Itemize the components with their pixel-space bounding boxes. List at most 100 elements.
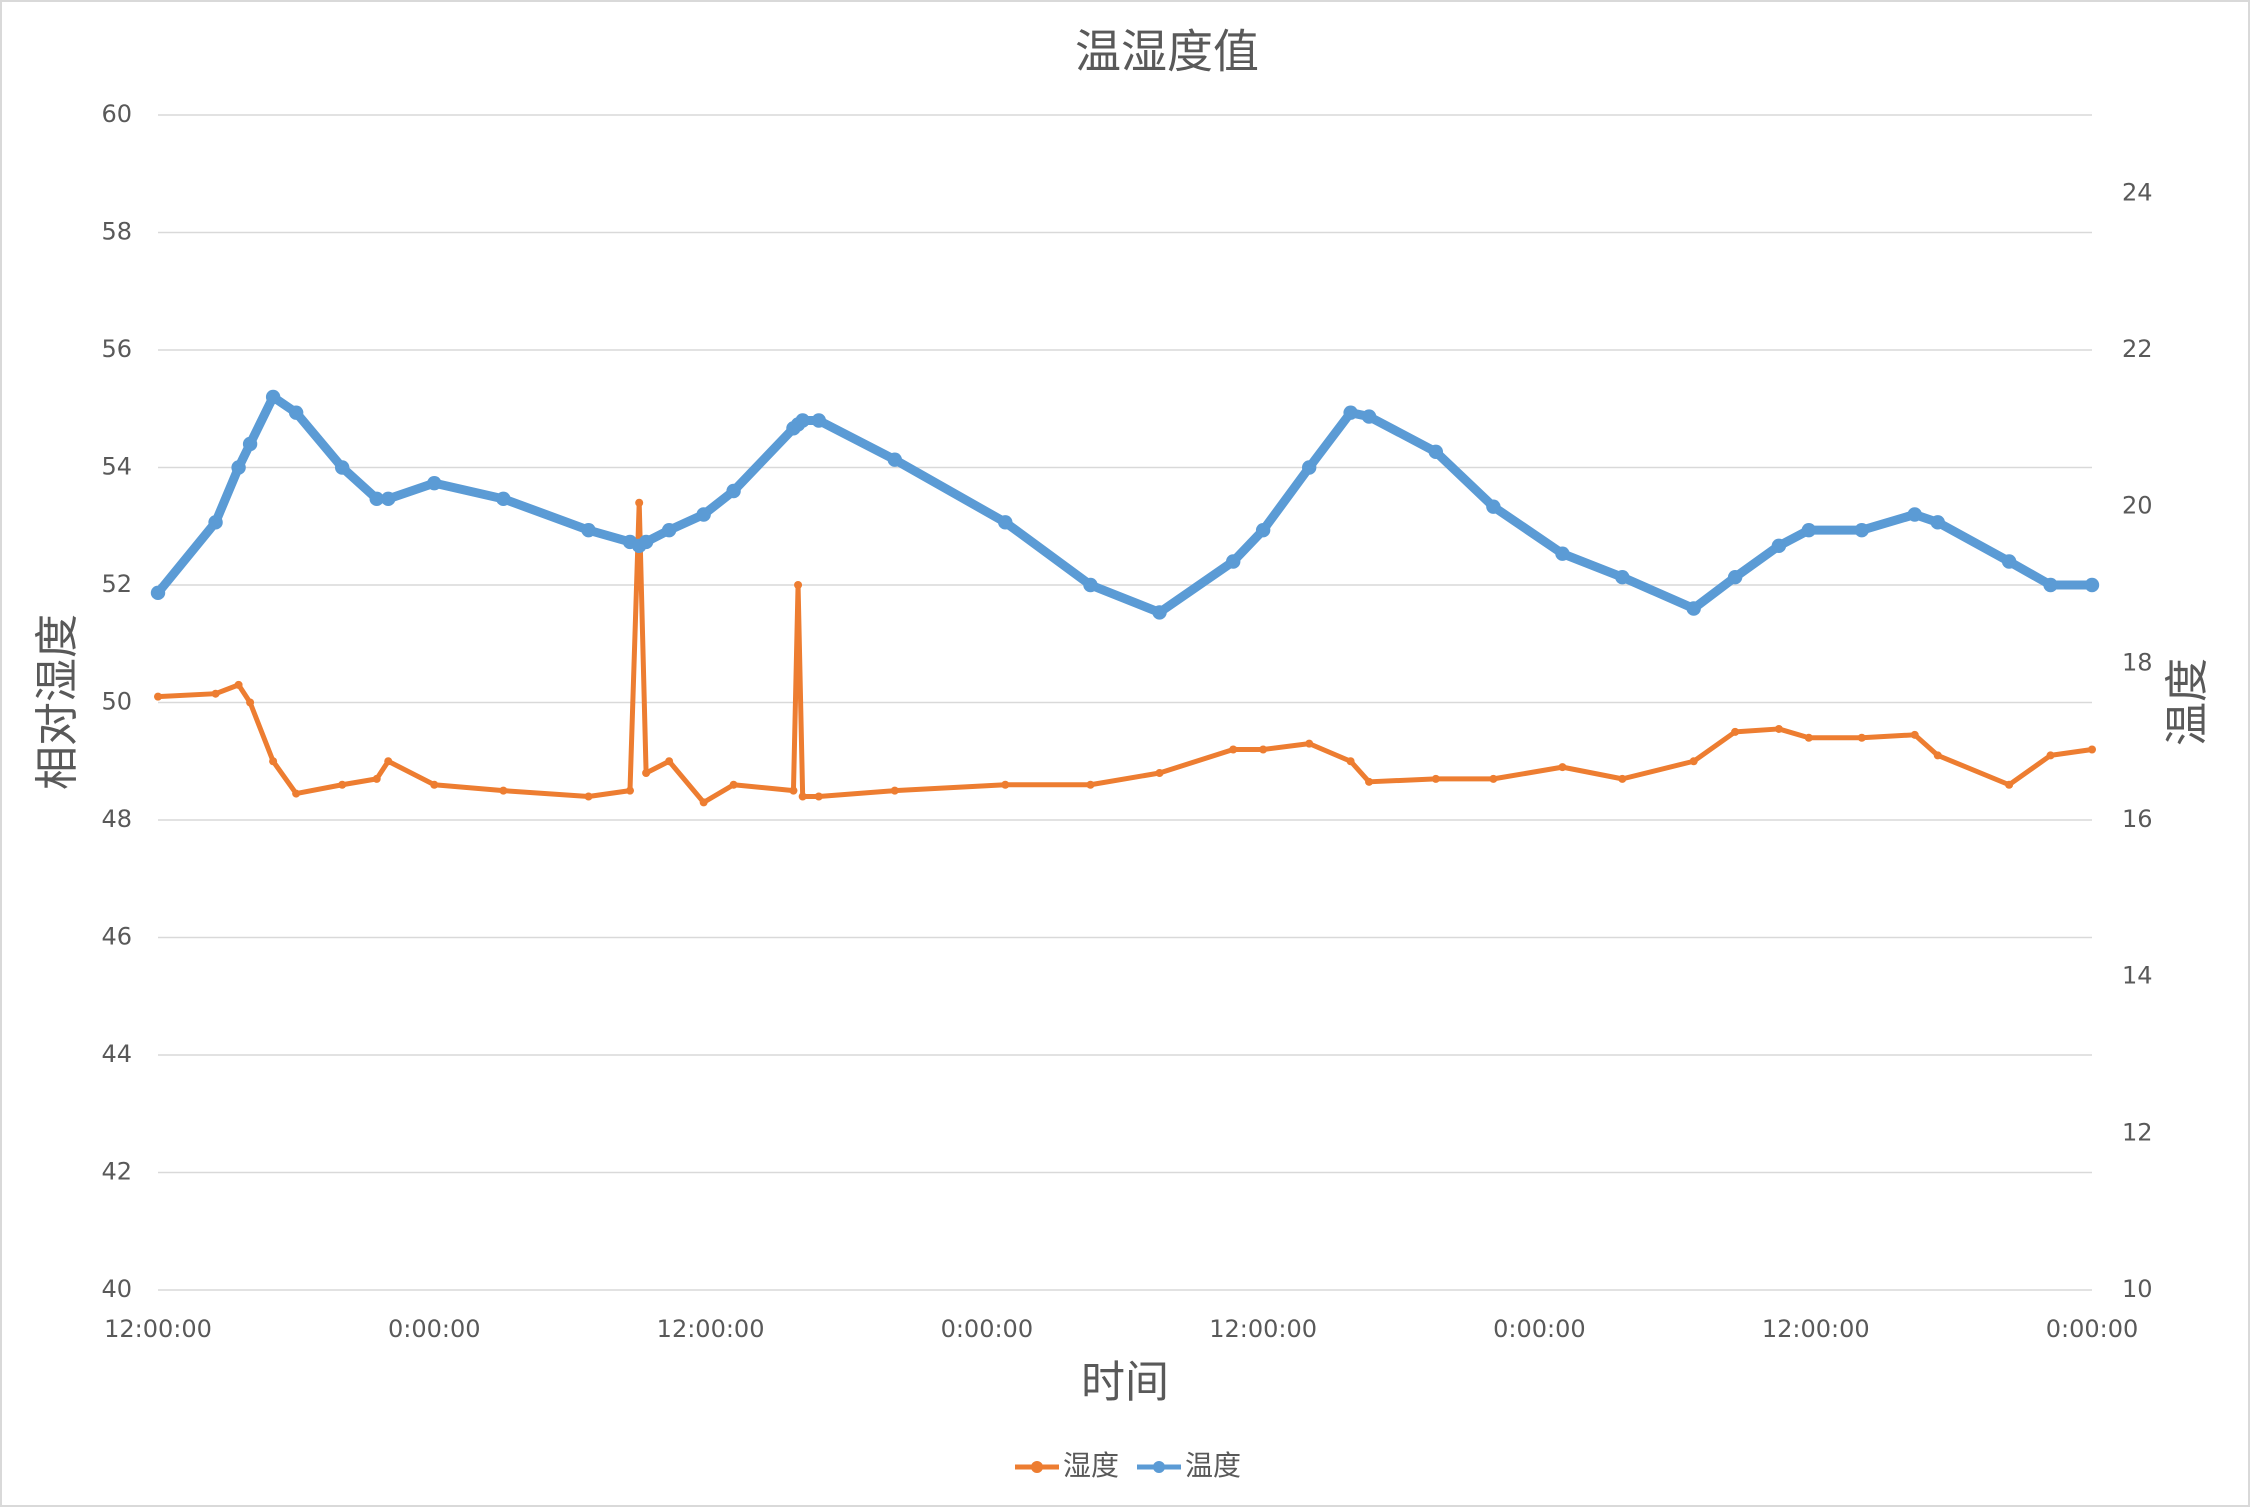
data-point [1365, 777, 1374, 786]
data-point [1933, 751, 1942, 760]
y-tick-label: 40 [101, 1275, 132, 1303]
data-point [581, 522, 596, 538]
x-tick-label: 12:00:00 [657, 1315, 765, 1343]
y-tick-label: 58 [101, 218, 132, 246]
x-tick-label: 12:00:00 [104, 1315, 212, 1343]
data-point [1486, 499, 1501, 514]
data-point [811, 413, 826, 428]
data-point [1001, 780, 1010, 789]
x-tick-label: 12:00:00 [1209, 1315, 1317, 1343]
data-point [789, 786, 798, 795]
data-point [1618, 774, 1627, 783]
data-point [1930, 515, 1945, 530]
legend-label: 温度 [1185, 1449, 1241, 1482]
data-point [2084, 577, 2100, 593]
data-point [1086, 780, 1095, 789]
legend-marker [1153, 1461, 1165, 1473]
y2-tick-label: 18 [2122, 648, 2153, 676]
data-point [798, 792, 807, 801]
x-tick-label: 0:00:00 [388, 1315, 481, 1343]
data-point [231, 460, 246, 475]
data-point [794, 581, 803, 589]
data-point [2088, 745, 2096, 754]
data-point [635, 498, 644, 507]
y-tick-label: 52 [101, 570, 132, 598]
data-point [998, 515, 1013, 530]
x-tick-label: 0:00:00 [2046, 1315, 2139, 1343]
data-point [381, 491, 396, 507]
data-point [1686, 601, 1701, 616]
y-tick-label: 46 [101, 923, 132, 951]
data-point [1255, 522, 1271, 538]
data-point [1771, 538, 1787, 554]
y-tick-label: 42 [101, 1158, 132, 1186]
data-point [372, 774, 381, 783]
data-point [499, 786, 508, 795]
data-point [665, 757, 674, 766]
data-point [1361, 409, 1377, 424]
data-point [430, 780, 439, 789]
legend-label: 湿度 [1063, 1449, 1119, 1482]
data-point [1857, 733, 1866, 742]
data-point [1083, 577, 1098, 593]
data-point [2043, 577, 2058, 593]
y2-tick-label: 12 [2122, 1118, 2153, 1146]
data-point [427, 475, 442, 491]
data-point [1615, 569, 1630, 585]
x-tick-label: 0:00:00 [1493, 1315, 1586, 1343]
data-point [729, 780, 738, 789]
data-point [887, 452, 902, 467]
data-point [1558, 763, 1567, 772]
data-point [1555, 546, 1570, 561]
data-point [1301, 460, 1317, 475]
data-point [1804, 733, 1813, 742]
data-point [246, 698, 255, 707]
data-point [1155, 769, 1164, 777]
data-point [288, 405, 304, 420]
data-point [638, 534, 654, 550]
data-point [1428, 444, 1444, 460]
data-point [2046, 751, 2055, 760]
y-tick-label: 48 [101, 805, 132, 833]
data-point [265, 389, 281, 405]
y2-tick-label: 10 [2122, 1275, 2153, 1303]
data-point [696, 507, 711, 522]
y2-tick-label: 20 [2122, 492, 2153, 520]
data-point [699, 798, 708, 807]
data-point [642, 769, 651, 777]
y-axis-title: 相对湿度 [32, 614, 83, 790]
data-point [1226, 554, 1241, 569]
y-tick-label: 50 [101, 688, 132, 716]
data-point [338, 780, 347, 789]
data-point [1907, 507, 1922, 522]
data-point [1689, 757, 1698, 766]
y-tick-label: 56 [101, 335, 132, 363]
data-point [384, 757, 393, 766]
y-tick-label: 44 [101, 1040, 132, 1068]
data-point [814, 792, 823, 801]
y-tick-label: 60 [101, 100, 132, 128]
x-tick-label: 0:00:00 [941, 1315, 1034, 1343]
data-point [1431, 774, 1440, 783]
data-point [661, 522, 677, 538]
data-point [625, 786, 634, 795]
y2-tick-label: 24 [2122, 178, 2153, 206]
data-point [292, 789, 301, 798]
x-tick-label: 12:00:00 [1762, 1315, 1870, 1343]
data-point [726, 483, 741, 499]
data-point [150, 585, 166, 601]
data-point [242, 436, 258, 452]
data-point [1727, 569, 1743, 585]
data-point [1731, 727, 1740, 736]
data-point [1774, 724, 1783, 733]
data-point [334, 460, 350, 475]
data-point [154, 692, 162, 701]
data-point [1343, 405, 1358, 420]
data-point [1346, 757, 1355, 766]
legend-marker [1031, 1461, 1043, 1473]
data-point [1305, 739, 1314, 748]
data-point [1854, 522, 1869, 538]
y2-axis-title: 温度 [2162, 658, 2213, 746]
